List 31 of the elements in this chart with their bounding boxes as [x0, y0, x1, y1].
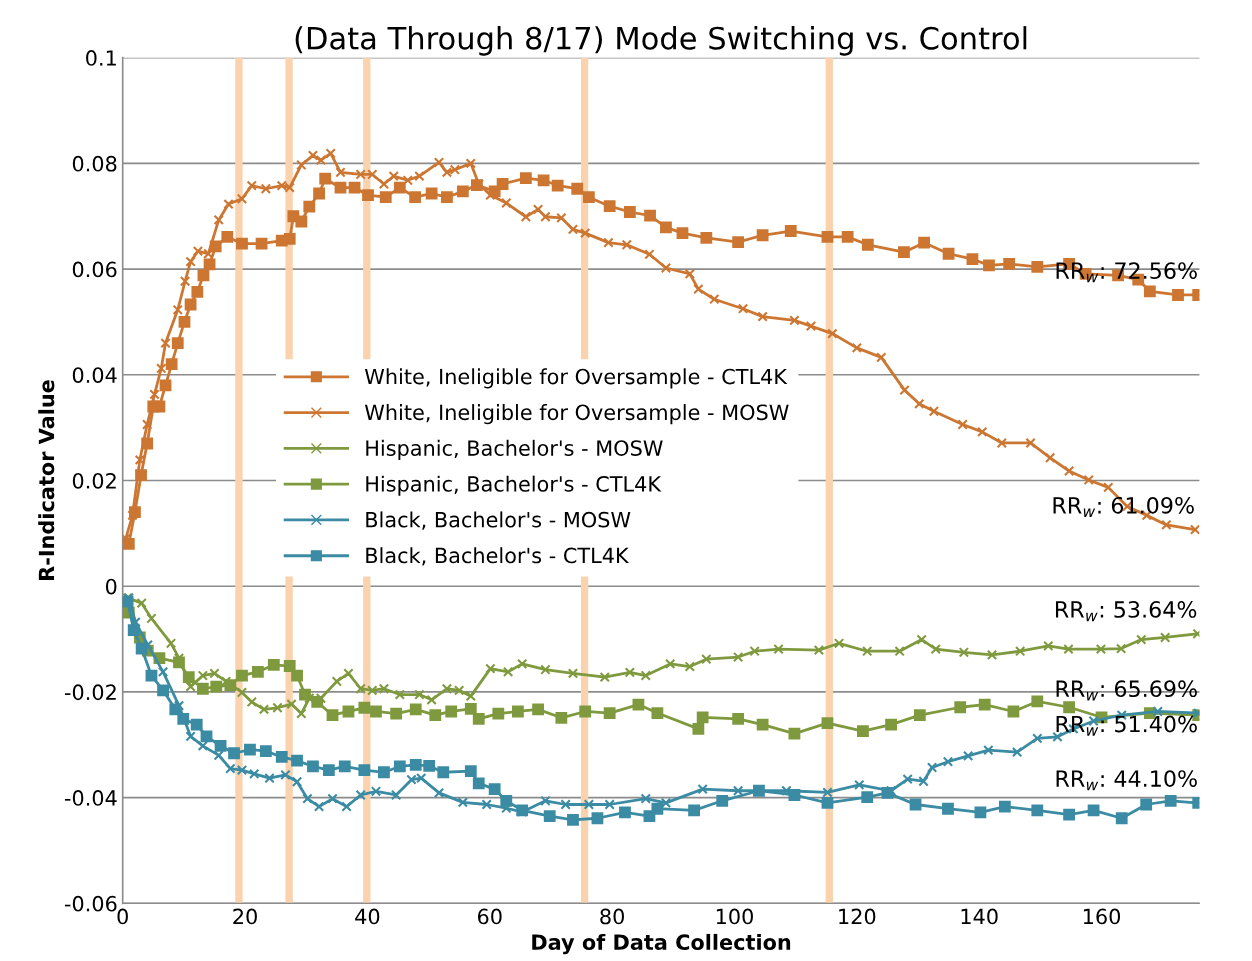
y-tick-label: 0.08: [72, 155, 117, 172]
x-tick-label: 20: [233, 908, 257, 925]
x-tick-label: 100: [716, 908, 753, 925]
annotation: RR$_{w}$: 53.64%: [1055, 601, 1197, 622]
y-tick-label: -0.06: [64, 895, 117, 912]
y-tick-label: -0.04: [64, 790, 117, 806]
legend-label: White, Ineligible for Oversample - MOSW: [364, 404, 789, 425]
annotation: RR$_{w}$: 51.40%: [1056, 715, 1197, 736]
legend-label: White, Ineligible for Oversample - CTL4K: [364, 368, 788, 389]
legend-label: Hispanic, Bachelor's - MOSW: [366, 439, 663, 460]
annotation: RR$_{w}$: 44.10%: [1056, 770, 1197, 791]
y-tick-label: 0.02: [72, 472, 116, 489]
x-tick-label: 40: [355, 908, 380, 925]
x-tick-label: 120: [839, 908, 876, 925]
annotation: RR$_{w}$: 65.69%: [1056, 680, 1197, 701]
y-tick-label: 0.04: [72, 367, 117, 383]
x-tick-label: 80: [600, 908, 624, 925]
y-tick-label: 0.1: [86, 50, 116, 66]
x-tick-label: 0: [117, 908, 128, 925]
y-tick-label: 0.06: [72, 261, 117, 278]
x-tick-label: 160: [1083, 908, 1121, 925]
legend-label: Black, Bachelor's - MOSW: [366, 511, 631, 530]
x-tick-label: 60: [477, 908, 502, 925]
y-axis-title: R-Indicator Value: [38, 380, 55, 580]
legend-label: Black, Bachelor's - CTL4K: [366, 547, 630, 566]
legend-label: Hispanic, Bachelor's - CTL4K: [366, 475, 662, 496]
y-tick-label: 0: [105, 578, 117, 595]
chart-title: (Data Through 8/17) Mode Switching vs. Control: [295, 26, 1027, 56]
x-tick-label: 140: [961, 908, 998, 925]
y-tick-label: -0.02: [64, 684, 116, 701]
x-axis-title: Day of Data Collection: [532, 933, 791, 955]
